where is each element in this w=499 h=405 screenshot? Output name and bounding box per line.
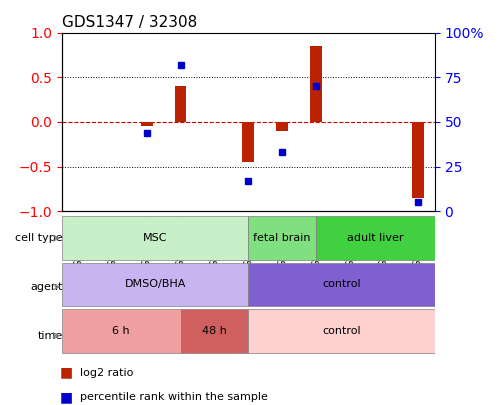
Text: 48 h: 48 h [202, 326, 227, 336]
Text: log2 ratio: log2 ratio [80, 368, 133, 377]
Text: ■: ■ [60, 366, 73, 379]
Text: fetal brain: fetal brain [253, 233, 311, 243]
Text: percentile rank within the sample: percentile rank within the sample [80, 392, 268, 402]
Text: MSC: MSC [143, 233, 167, 243]
Text: control: control [322, 279, 361, 290]
FancyBboxPatch shape [181, 309, 249, 353]
FancyBboxPatch shape [62, 262, 249, 307]
FancyBboxPatch shape [316, 216, 435, 260]
Text: ■: ■ [60, 390, 73, 404]
Text: 6 h: 6 h [112, 326, 130, 336]
Bar [243, 122, 254, 162]
FancyBboxPatch shape [249, 309, 435, 353]
Text: control: control [322, 326, 361, 336]
Text: time: time [37, 330, 62, 341]
FancyBboxPatch shape [249, 216, 316, 260]
FancyBboxPatch shape [62, 309, 181, 353]
Text: adult liver: adult liver [347, 233, 404, 243]
Bar [310, 46, 322, 122]
Bar [175, 86, 187, 122]
Text: agent: agent [30, 282, 62, 292]
Text: cell type: cell type [15, 233, 62, 243]
Bar [412, 122, 424, 198]
FancyBboxPatch shape [62, 216, 249, 260]
Text: DMSO/BHA: DMSO/BHA [124, 279, 186, 290]
Text: GDS1347 / 32308: GDS1347 / 32308 [62, 15, 197, 30]
Bar [276, 122, 288, 131]
Bar [141, 122, 153, 126]
FancyBboxPatch shape [249, 262, 435, 307]
